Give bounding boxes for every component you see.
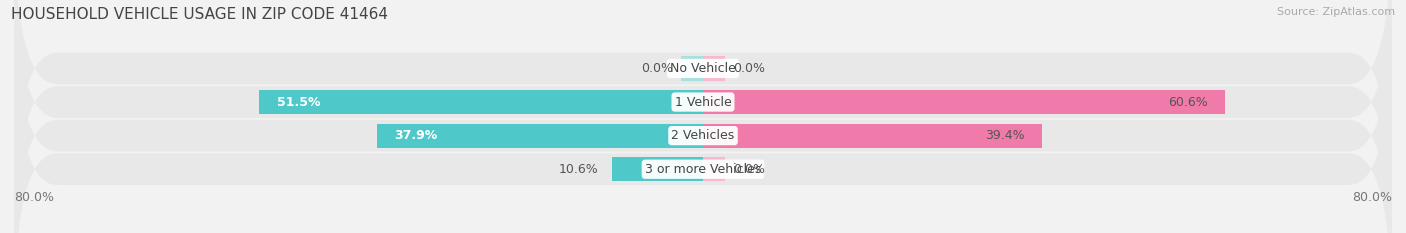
Text: 0.0%: 0.0%: [733, 163, 765, 176]
Text: 2 Vehicles: 2 Vehicles: [672, 129, 734, 142]
FancyBboxPatch shape: [14, 0, 1392, 233]
Text: 0.0%: 0.0%: [641, 62, 673, 75]
Text: 1 Vehicle: 1 Vehicle: [675, 96, 731, 109]
Text: 80.0%: 80.0%: [14, 191, 53, 204]
Text: 3 or more Vehicles: 3 or more Vehicles: [645, 163, 761, 176]
Bar: [260, 90, 703, 114]
Bar: [703, 90, 1225, 114]
Text: 10.6%: 10.6%: [560, 163, 599, 176]
Bar: [703, 157, 724, 181]
Bar: [612, 157, 703, 181]
Bar: [703, 123, 1042, 148]
FancyBboxPatch shape: [14, 17, 1392, 233]
Text: 0.0%: 0.0%: [733, 62, 765, 75]
FancyBboxPatch shape: [14, 0, 1392, 233]
Bar: [703, 56, 724, 81]
FancyBboxPatch shape: [14, 0, 1392, 221]
Text: 51.5%: 51.5%: [277, 96, 321, 109]
Text: Source: ZipAtlas.com: Source: ZipAtlas.com: [1277, 7, 1395, 17]
Text: HOUSEHOLD VEHICLE USAGE IN ZIP CODE 41464: HOUSEHOLD VEHICLE USAGE IN ZIP CODE 4146…: [11, 7, 388, 22]
Text: No Vehicle: No Vehicle: [671, 62, 735, 75]
Bar: [377, 123, 703, 148]
Text: 60.6%: 60.6%: [1168, 96, 1208, 109]
Text: 80.0%: 80.0%: [1353, 191, 1392, 204]
Text: 39.4%: 39.4%: [986, 129, 1025, 142]
Bar: [682, 56, 703, 81]
Text: 37.9%: 37.9%: [394, 129, 437, 142]
